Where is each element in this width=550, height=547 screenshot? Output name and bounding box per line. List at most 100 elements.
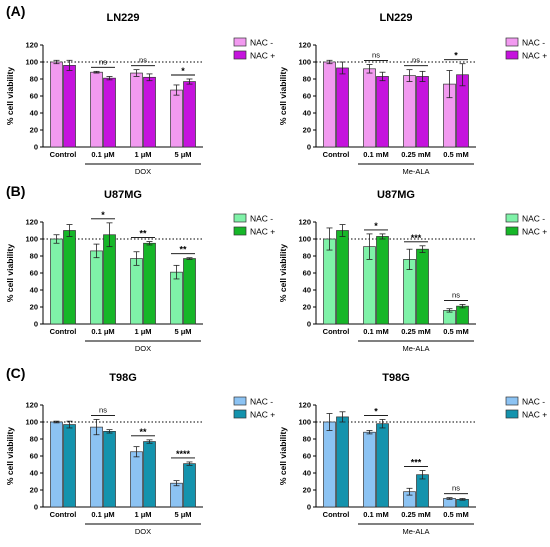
y-tick-label: 120 (298, 41, 311, 50)
legend-swatch (233, 213, 247, 223)
x-tick-label: 5 μM (174, 150, 191, 159)
group-label: Me-ALA (402, 527, 429, 536)
chart-0: LN229 % cell viability 0 20 40 60 80 100 120 Cont… (5, 12, 275, 176)
bar (336, 416, 349, 508)
chart-title: U87MG (104, 189, 142, 201)
bar (183, 463, 196, 508)
significance-label: * (454, 51, 458, 61)
legend-label: NAC - (522, 397, 545, 407)
x-tick-label: 0.1 μM (91, 327, 114, 336)
bar (403, 75, 416, 148)
y-tick-label: 60 (303, 269, 311, 278)
y-axis-label: % cell viability (278, 67, 288, 125)
chart-title: LN229 (106, 12, 139, 24)
legend-label: NAC - (522, 38, 545, 48)
x-tick-label: 0.5 mM (443, 327, 468, 336)
x-tick-label: 0.1 μM (91, 510, 114, 519)
x-tick-label: 0.5 mM (443, 510, 468, 519)
y-tick-label: 60 (303, 452, 311, 461)
significance-label: ** (179, 245, 187, 255)
bar (170, 482, 183, 508)
bar (336, 230, 349, 325)
bar (143, 242, 156, 325)
bar (376, 423, 389, 508)
y-tick-label: 20 (303, 126, 311, 135)
significance-label: * (374, 221, 378, 231)
legend-label: NAC + (250, 410, 275, 420)
legend-label: NAC - (250, 214, 273, 224)
panel-letter-a: (A) (6, 3, 25, 19)
x-tick-label: 0.25 mM (401, 510, 431, 519)
significance-label: * (374, 406, 378, 416)
y-tick-label: 20 (30, 303, 38, 312)
significance-label: ** (139, 229, 147, 239)
y-tick-label: 80 (303, 252, 311, 261)
y-tick-label: 40 (30, 109, 38, 118)
bar (63, 424, 76, 508)
bar (363, 431, 376, 508)
y-tick-label: 120 (298, 401, 311, 410)
y-tick-label: 120 (25, 41, 38, 50)
y-tick-label: 100 (25, 235, 38, 244)
y-tick-label: 20 (30, 486, 38, 495)
chart-5: T98G % cell viability 0 20 40 60 80 100 120 Contr… (278, 372, 547, 536)
y-tick-label: 20 (30, 126, 38, 135)
significance-label: ns (99, 57, 107, 66)
legend-swatch (505, 409, 519, 419)
y-tick-label: 40 (303, 469, 311, 478)
bar (323, 421, 336, 508)
chart-2: U87MG % cell viability 0 20 40 60 80 100 120 Cont… (5, 189, 275, 353)
y-tick-label: 60 (30, 452, 38, 461)
significance-label: ** (139, 427, 147, 437)
significance-label: ns (372, 51, 380, 60)
bar (50, 421, 63, 508)
y-tick-label: 120 (25, 218, 38, 227)
legend-label: NAC + (250, 227, 275, 237)
y-tick-label: 40 (303, 286, 311, 295)
y-tick-label: 100 (298, 58, 311, 67)
y-tick-label: 40 (303, 109, 311, 118)
y-tick-label: 80 (30, 435, 38, 444)
y-tick-label: 0 (307, 320, 311, 329)
significance-label: *** (411, 233, 422, 243)
bar (323, 238, 336, 325)
bar (50, 61, 63, 148)
y-tick-label: 20 (303, 486, 311, 495)
group-label: Me-ALA (402, 344, 429, 353)
y-tick-label: 80 (30, 75, 38, 84)
y-tick-label: 0 (34, 503, 38, 512)
bar (416, 76, 429, 148)
y-tick-label: 40 (30, 286, 38, 295)
chart-title: T98G (382, 372, 410, 384)
chart-title: LN229 (379, 12, 412, 24)
bar (170, 271, 183, 325)
y-tick-label: 100 (298, 418, 311, 427)
y-axis-label: % cell viability (278, 427, 288, 485)
bar (130, 72, 143, 148)
legend-label: NAC + (522, 227, 547, 237)
legend-swatch (505, 50, 519, 60)
bar (90, 250, 103, 325)
y-tick-label: 100 (25, 58, 38, 67)
legend-swatch (233, 37, 247, 47)
legend-swatch (505, 226, 519, 236)
legend-swatch (233, 409, 247, 419)
y-tick-label: 80 (303, 75, 311, 84)
significance-label: * (101, 210, 105, 220)
x-tick-label: 0.25 mM (401, 327, 431, 336)
bar (363, 68, 376, 148)
bar (103, 234, 116, 325)
x-tick-label: Control (50, 327, 77, 336)
y-tick-label: 60 (303, 92, 311, 101)
y-tick-label: 80 (30, 252, 38, 261)
x-tick-label: 0.1 mM (363, 327, 388, 336)
bar (456, 305, 469, 325)
y-tick-label: 40 (30, 469, 38, 478)
bar (336, 67, 349, 148)
x-tick-label: 1 μM (134, 510, 151, 519)
y-tick-label: 80 (303, 435, 311, 444)
legend-label: NAC + (250, 51, 275, 61)
x-tick-label: Control (323, 510, 350, 519)
legend-label: NAC - (250, 38, 273, 48)
bar (183, 81, 196, 148)
